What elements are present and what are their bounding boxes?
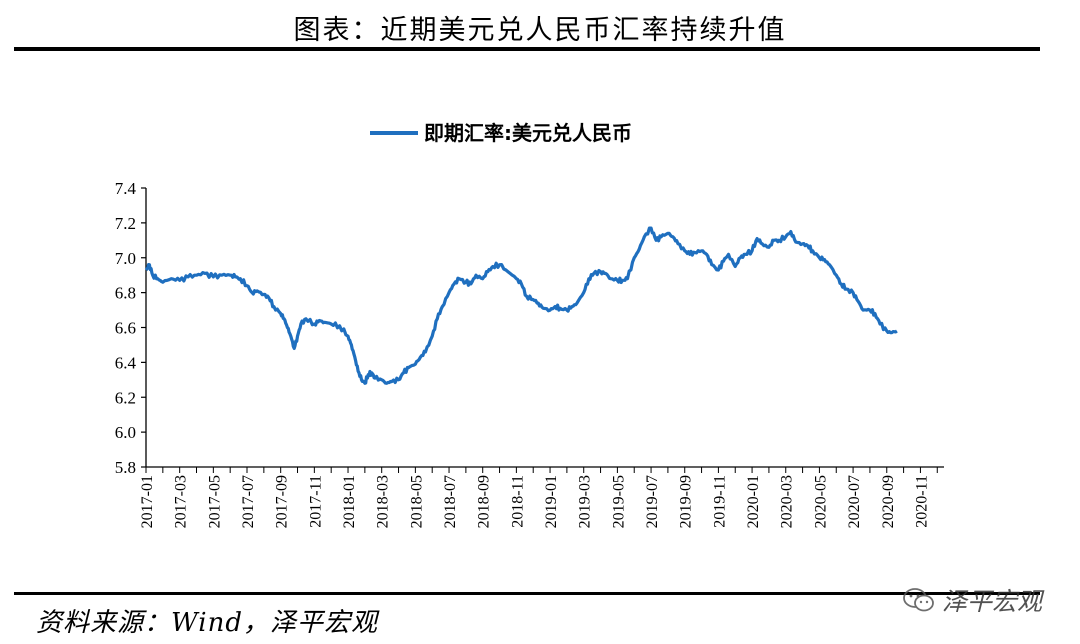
y-tick-label: 6.4 [115, 353, 137, 372]
x-tick-label: 2020-07 [846, 475, 863, 528]
x-tick-label: 2018-05 [408, 475, 425, 528]
legend: 即期汇率:美元兑人民币 [370, 121, 632, 145]
x-tick-label: 2018-01 [341, 475, 358, 528]
x-tick-label: 2017-03 [173, 475, 190, 528]
x-tick-label: 2017-09 [274, 475, 291, 528]
x-tick-label: 2019-05 [610, 475, 627, 528]
series-group [144, 226, 898, 385]
top-rule [14, 47, 1040, 51]
series-line-usdcny [144, 226, 898, 385]
y-tick-label: 6.2 [115, 388, 136, 407]
x-tick-label: 2018-11 [509, 475, 526, 528]
y-tick-label: 6.8 [115, 284, 136, 303]
x-tick-label: 2019-01 [543, 475, 560, 528]
legend-label: 即期汇率:美元兑人民币 [424, 121, 632, 145]
y-tick-label: 7.4 [115, 179, 137, 198]
x-tick-label: 2019-11 [711, 475, 728, 528]
x-tick-label: 2019-09 [678, 475, 695, 528]
x-tick-label: 2017-07 [240, 475, 257, 528]
x-tick-label: 2020-01 [745, 475, 762, 528]
x-tick-label: 2018-09 [476, 475, 493, 528]
x-tick-label: 2020-09 [880, 475, 897, 528]
x-tick-label: 2020-05 [812, 475, 829, 528]
watermark: 泽平宏观 [902, 582, 1042, 618]
x-axis: 2017-01 2017-03 2017-05 2017-07 2017-09 2017-… [139, 466, 944, 528]
line-chart: 即期汇率:美元兑人民币 5.86.06.26.46.66.87.07.27.4 … [115, 121, 944, 528]
x-tick-label: 2020-03 [779, 475, 796, 528]
x-tick-label: 2017-01 [139, 475, 156, 528]
y-axis: 5.8 6.0 6.2 6.4 6.6 6.8 7.0 7.2 7.4 [115, 179, 147, 477]
x-tick-label: 2018-03 [375, 475, 392, 528]
source-note: 资料来源：Wind，泽平宏观 [36, 608, 378, 638]
y-tick-label: 6.6 [115, 319, 136, 338]
x-tick-label: 2017-11 [307, 475, 324, 528]
y-tick-label: 7.2 [115, 214, 136, 233]
x-tick-label: 2017-05 [206, 475, 223, 528]
watermark-text: 泽平宏观 [942, 587, 1043, 616]
y-tick-label: 7.0 [115, 249, 136, 268]
page-title: 图表：近期美元兑人民币汇率持续升值 [293, 15, 787, 46]
y-tick-label: 6.0 [115, 423, 136, 442]
x-tick-label: 2020-11 [913, 475, 930, 528]
x-tick-label: 2018-07 [442, 475, 459, 528]
bottom-rule [14, 592, 1040, 595]
x-tick-label: 2019-07 [644, 475, 661, 528]
wechat-icon [903, 588, 934, 612]
y-tick-label: 5.8 [115, 458, 136, 477]
x-tick-label: 2019-03 [577, 475, 594, 528]
